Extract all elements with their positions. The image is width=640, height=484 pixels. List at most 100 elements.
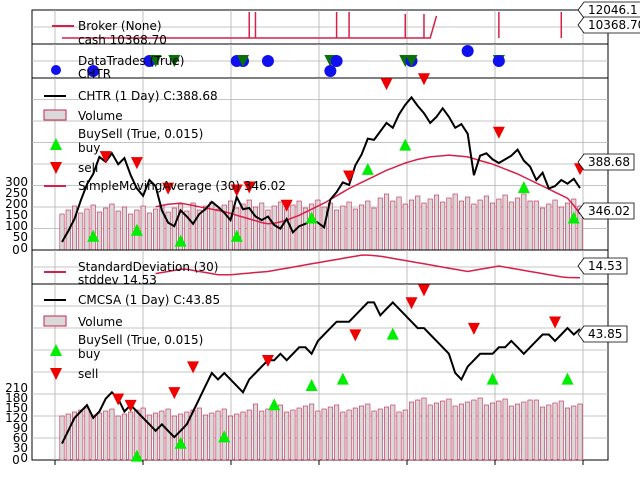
cmcsa-buy-marker xyxy=(486,372,499,385)
cmcsa-volume-bar xyxy=(196,407,202,461)
cmcsa-volume-bar xyxy=(483,404,489,461)
stddev-value-tag: 14.53 xyxy=(588,259,622,273)
datatrades-legend-swatch xyxy=(51,65,61,75)
cmcsa-volume-tick: 90 xyxy=(13,421,28,435)
chtr-buy-marker xyxy=(517,181,530,194)
chtr-buy-marker xyxy=(230,229,243,242)
chtr-legend-buy-swatch xyxy=(50,138,62,150)
chtr-sma-line xyxy=(155,154,581,225)
cmcsa-volume-bar xyxy=(290,409,296,461)
chtr-volume-bar xyxy=(340,205,346,251)
chtr-volume-bar xyxy=(309,203,315,251)
cmcsa-volume-bar xyxy=(128,411,134,461)
chtr-volume-bar xyxy=(90,204,96,251)
chtr-volume-tick: 50 xyxy=(13,230,28,244)
cmcsa-volume-tick: 150 xyxy=(5,401,28,415)
chtr-volume-bar xyxy=(302,207,308,251)
trade-buy-marker xyxy=(492,55,505,67)
chtr-legend-price: CHTR (1 Day) C:388.68 xyxy=(78,89,218,103)
chtr-volume-bar xyxy=(540,207,546,251)
cmcsa-legend-volume: Volume xyxy=(78,315,123,329)
trade-sell-marker xyxy=(168,55,181,67)
stddev-line xyxy=(155,254,581,279)
cmcsa-volume-bar xyxy=(315,410,321,461)
chtr-volume-bar xyxy=(128,213,134,251)
cmcsa-volume-bar xyxy=(153,412,159,461)
cmcsa-volume-bar xyxy=(352,407,358,461)
cmcsa-volume-bar xyxy=(440,400,446,461)
cmcsa-volume-bar xyxy=(390,404,396,461)
chtr-volume-bar xyxy=(171,207,177,251)
cmcsa-volume-bar xyxy=(65,413,71,461)
chtr-volume-tick: 0 xyxy=(20,241,28,255)
chtr-volume-bar xyxy=(508,201,514,251)
cmcsa-volume-bar xyxy=(377,408,383,461)
cmcsa-volume-bar xyxy=(465,401,471,461)
cmcsa-volume-bar xyxy=(327,406,333,461)
broker-cash-tag-box xyxy=(577,16,640,34)
cmcsa-volume-bar xyxy=(446,398,452,461)
cmcsa-volume-bar xyxy=(415,399,421,461)
chtr-volume-bar xyxy=(359,204,365,251)
chtr-volume-bar xyxy=(284,208,290,251)
chtr-volume-bar xyxy=(533,200,539,251)
trade-buy-marker xyxy=(87,65,100,77)
cmcsa-buy-marker xyxy=(130,449,143,462)
chtr-sell-marker xyxy=(99,151,112,164)
cmcsa-buy-marker xyxy=(561,372,574,385)
chtr-volume-bar xyxy=(502,194,508,251)
cmcsa-volume-bar xyxy=(184,411,190,461)
chtr-volume-bar xyxy=(203,205,209,251)
chtr-volume-bar xyxy=(558,206,564,251)
chtr-volume-bar xyxy=(78,212,84,251)
chtr-volume-bar xyxy=(446,197,452,251)
cmcsa-volume-bar xyxy=(146,414,152,461)
cmcsa-volume-bar xyxy=(71,411,77,461)
cmcsa-sell-marker xyxy=(405,297,418,310)
cmcsa-volume-bar xyxy=(121,413,127,461)
chtr-legend-sma: SimpleMovingAverage (30) 346.02 xyxy=(78,179,286,193)
trade-sell-marker xyxy=(405,55,418,67)
cmcsa-volume-bar xyxy=(340,411,346,461)
chtr-legend-sell: sell xyxy=(78,161,98,175)
cmcsa-volume-bar xyxy=(427,404,433,461)
chtr-volume-bar xyxy=(121,206,127,251)
broker-legend-title: Broker (None) xyxy=(78,19,162,33)
chtr-volume-bar xyxy=(240,203,246,251)
cmcsa-volume-bar xyxy=(109,408,115,461)
chtr-sell-marker xyxy=(492,126,505,139)
cmcsa-volume-bar xyxy=(296,407,302,461)
chtr-volume-bar xyxy=(228,200,234,251)
cmcsa-volume-bar xyxy=(203,414,209,461)
trade-buy-marker xyxy=(261,55,274,67)
chtr-volume-bar xyxy=(146,212,152,251)
cmcsa-volume-bar xyxy=(408,401,414,461)
trade-buy-marker xyxy=(324,65,337,77)
chtr-buy-marker xyxy=(567,211,580,224)
cmcsa-sell-marker xyxy=(549,316,562,329)
cmcsa-volume-bar xyxy=(558,400,564,461)
cmcsa-sell-marker xyxy=(417,284,430,297)
chtr-volume-bar xyxy=(421,202,427,251)
chtr-close-tag: 388.68 xyxy=(588,155,630,169)
chtr-volume-bar xyxy=(96,211,102,251)
chtr-volume-bar xyxy=(259,202,265,251)
cmcsa-volume-bar xyxy=(302,405,308,461)
cmcsa-volume-bar xyxy=(396,411,402,461)
chtr-sell-marker xyxy=(130,157,143,170)
chtr-buy-marker xyxy=(174,234,187,247)
chtr-volume-bar xyxy=(496,198,502,251)
cmcsa-volume-bar xyxy=(90,414,96,461)
broker-cash-tag: 10368.70 xyxy=(588,18,640,32)
chtr-volume-bar xyxy=(371,207,377,251)
cmcsa-buy-marker xyxy=(218,430,231,443)
cmcsa-legend-buysell: BuySell (True, 0.015) xyxy=(78,333,203,347)
stddev-legend-title: StandardDeviation (30) xyxy=(78,260,218,274)
chtr-legend-sell-swatch xyxy=(50,162,62,174)
chtr-volume-bar xyxy=(346,201,352,251)
trade-buy-marker xyxy=(330,55,343,67)
cmcsa-buy-marker xyxy=(268,398,281,411)
chtr-volume-bar xyxy=(527,200,533,251)
chtr-volume-bar xyxy=(334,209,340,251)
